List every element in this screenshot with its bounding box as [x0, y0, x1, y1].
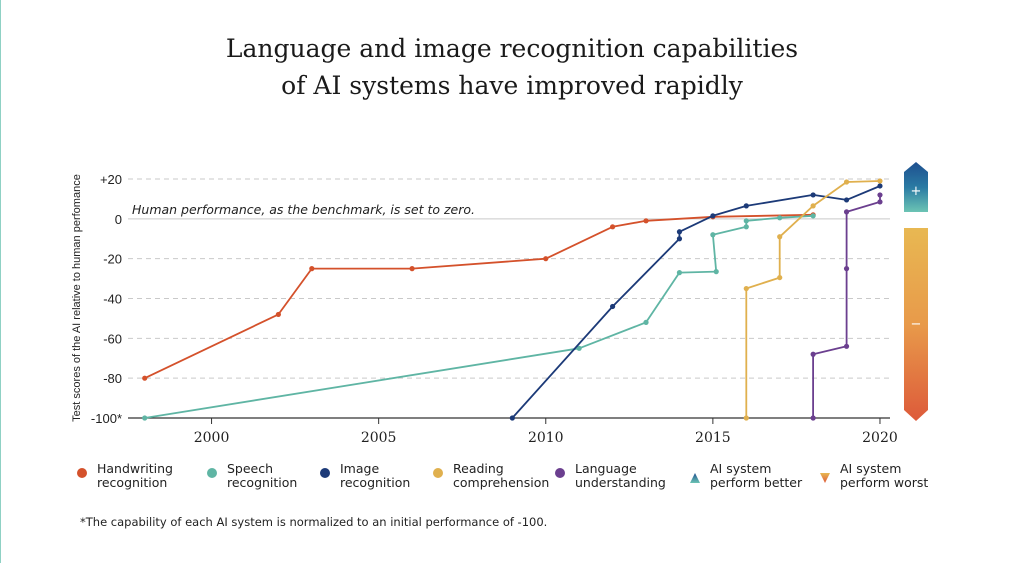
better-indicator-label: +	[911, 184, 922, 199]
point-image-recognition-6	[810, 192, 816, 198]
x-tick-label-4: 2020	[862, 430, 898, 446]
point-speech-recognition-8	[777, 215, 783, 221]
point-language-understanding-4	[843, 209, 850, 215]
point-handwriting-recognition-5	[610, 224, 616, 230]
point-speech-recognition-6	[743, 224, 749, 230]
worse-indicator-label: −	[911, 317, 922, 332]
footnote: *The capability of each AI system is nor…	[80, 515, 548, 529]
legend-label: Image recognition	[340, 461, 411, 490]
legend-item-language-understanding: Language understanding	[555, 462, 666, 490]
point-image-recognition-5	[743, 203, 749, 209]
y-axis-label: Test scores of the AI relative to human …	[71, 174, 83, 422]
left-accent-rule	[0, 0, 1, 563]
point-reading-comprehension-6	[877, 178, 883, 184]
legend: Handwriting recognition Speech recognitio…	[70, 462, 970, 502]
legend-dot-icon	[320, 468, 330, 478]
y-tick-label-4: -60	[103, 331, 122, 346]
y-tick-label-3: -40	[103, 292, 122, 307]
y-tick-label-5: -80	[103, 371, 122, 386]
legend-item-reading-comprehension: Reading comprehension	[433, 462, 549, 490]
point-speech-recognition-0	[142, 415, 148, 421]
legend-label: AI system perform better	[710, 461, 803, 490]
point-speech-recognition-4	[713, 269, 719, 275]
triangle-down-icon	[820, 468, 830, 483]
chart-title: Language and image recognition capabilit…	[0, 30, 1024, 104]
title-line-2: of AI systems have improved rapidly	[281, 71, 743, 100]
legend-dot-icon	[555, 468, 565, 478]
y-tick-label-1: 0	[115, 212, 122, 227]
point-speech-recognition-5	[710, 232, 716, 238]
legend-label: Handwriting recognition	[97, 461, 173, 490]
point-handwriting-recognition-6	[643, 218, 649, 224]
point-image-recognition-0	[509, 415, 515, 421]
point-language-understanding-6	[877, 192, 883, 198]
point-language-understanding-2	[843, 343, 850, 349]
legend-label: Speech recognition	[227, 461, 298, 490]
point-handwriting-recognition-4	[543, 256, 549, 262]
legend-dot-icon	[77, 468, 87, 478]
better-indicator-bar	[904, 162, 928, 212]
point-reading-comprehension-4	[810, 203, 816, 209]
y-tick-label-0: +20	[100, 172, 122, 187]
point-reading-comprehension-5	[843, 179, 850, 185]
point-handwriting-recognition-2	[309, 266, 315, 272]
point-reading-comprehension-3	[777, 234, 783, 240]
legend-label: Reading comprehension	[453, 461, 550, 490]
series-line-language-understanding	[812, 194, 881, 418]
x-tick-label-2: 2010	[528, 430, 564, 446]
point-image-recognition-4	[710, 213, 716, 219]
point-language-understanding-3	[843, 266, 850, 272]
point-language-understanding-1	[810, 351, 816, 357]
y-tick-label-2: -20	[103, 252, 122, 267]
legend-item-image-recognition: Image recognition	[320, 462, 410, 490]
legend-dot-icon	[207, 468, 217, 478]
point-speech-recognition-7	[743, 218, 749, 224]
x-tick-label-3: 2015	[695, 430, 731, 446]
point-speech-recognition-9	[810, 213, 816, 219]
legend-item-ai-system-perform-worst: AI system perform worst	[820, 462, 928, 490]
legend-dot-icon	[433, 468, 443, 478]
legend-label: Language understanding	[575, 461, 666, 490]
x-tick-label-0: 2000	[194, 430, 230, 446]
point-reading-comprehension-1	[743, 285, 749, 292]
point-handwriting-recognition-3	[409, 266, 415, 272]
legend-label: AI system perform worst	[840, 461, 929, 490]
point-language-understanding-5	[877, 199, 883, 205]
point-handwriting-recognition-1	[275, 311, 281, 318]
series-line-image-recognition	[511, 185, 881, 419]
benchmark-annotation: Human performance, as the benchmark, is …	[132, 202, 475, 217]
point-image-recognition-7	[843, 197, 850, 203]
point-speech-recognition-3	[676, 270, 683, 276]
legend-item-handwriting-recognition: Handwriting recognition	[77, 462, 173, 490]
x-tick-label-1: 2005	[361, 430, 397, 446]
point-image-recognition-8	[877, 183, 883, 189]
title-line-1: Language and image recognition capabilit…	[225, 34, 799, 63]
worse-indicator-bar	[904, 228, 928, 421]
legend-item-speech-recognition: Speech recognition	[207, 462, 297, 490]
point-handwriting-recognition-0	[142, 375, 148, 381]
triangle-up-icon	[690, 468, 700, 483]
legend-item-ai-system-perform-better: AI system perform better	[690, 462, 802, 490]
point-reading-comprehension-0	[743, 415, 749, 421]
point-language-understanding-0	[810, 415, 816, 421]
point-image-recognition-2	[676, 236, 683, 242]
point-image-recognition-3	[676, 229, 683, 235]
series-line-speech-recognition	[144, 214, 814, 419]
point-image-recognition-1	[610, 303, 616, 310]
point-reading-comprehension-2	[777, 274, 783, 281]
point-speech-recognition-1	[576, 345, 582, 351]
point-speech-recognition-2	[643, 319, 649, 325]
y-tick-label-6: -100*	[91, 411, 122, 426]
